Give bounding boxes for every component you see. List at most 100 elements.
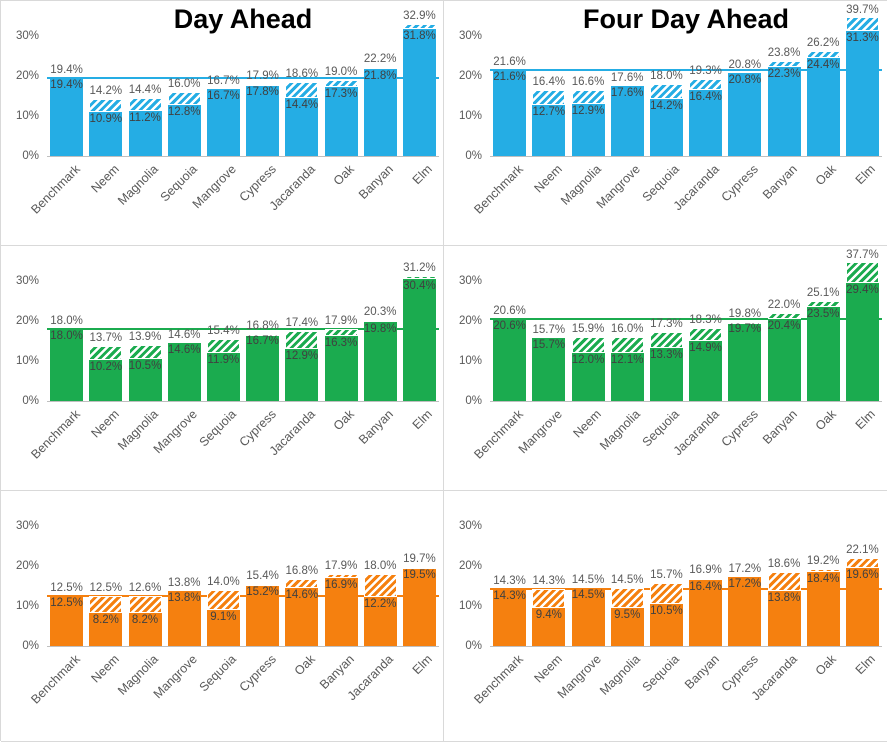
bar-solid-segment <box>206 609 240 646</box>
plot-area <box>47 508 439 646</box>
bar-hatched-segment <box>89 596 123 614</box>
bar-solid-segment <box>493 318 527 401</box>
bar-solid-segment <box>689 341 723 401</box>
bar-hatched-segment <box>806 569 840 573</box>
bar-hatched-segment <box>610 588 644 608</box>
bar-solid-segment <box>402 28 436 156</box>
bar-hatched-segment <box>167 92 201 105</box>
bar-solid-segment <box>571 588 605 646</box>
bar-solid-segment <box>246 84 280 156</box>
bar-solid-segment <box>728 322 762 401</box>
y-tick-label: 30% <box>15 30 39 42</box>
bar-solid-segment <box>363 321 397 401</box>
bar-hatched-segment <box>246 333 280 336</box>
y-tick-label: 30% <box>458 30 482 42</box>
chart-panel-day-ahead-blue: Day Ahead 0% 10% 20% 30% 19.4% 19.4% Benchmark 1… <box>1 1 444 246</box>
bar-solid-segment <box>285 349 319 401</box>
bar-hatched-segment <box>767 571 801 591</box>
bar-hatched-segment <box>363 67 397 70</box>
bar-solid-segment <box>128 111 162 156</box>
bar-solid-segment <box>89 360 123 401</box>
bar-hatched-segment <box>89 346 123 361</box>
bar-hatched-segment <box>363 319 397 322</box>
y-tick-label: 20% <box>15 315 39 327</box>
y-tick-label: 0% <box>22 395 39 407</box>
bar-hatched-segment <box>402 276 436 280</box>
benchmark-line <box>490 587 882 590</box>
bar-hatched-segment <box>206 339 240 354</box>
plot-area <box>490 508 882 646</box>
bar-solid-segment <box>610 85 644 156</box>
bar-solid-segment <box>128 359 162 401</box>
bar-solid-segment <box>649 99 683 156</box>
benchmark-line <box>47 77 439 80</box>
bar-hatched-segment <box>206 590 240 610</box>
bar-hatched-segment <box>649 331 683 348</box>
y-tick-label: 30% <box>15 275 39 287</box>
bar-hatched-segment <box>571 89 605 105</box>
plot-area <box>490 18 882 156</box>
bar-solid-segment <box>285 98 319 156</box>
bar-solid-segment <box>167 104 201 156</box>
bar-hatched-segment <box>128 345 162 359</box>
bar-hatched-segment <box>89 99 123 113</box>
y-tick-label: 10% <box>458 600 482 612</box>
bar-solid-segment <box>806 307 840 401</box>
bar-solid-segment <box>689 90 723 156</box>
y-tick-label: 20% <box>458 70 482 82</box>
benchmark-line <box>490 68 882 71</box>
x-axis-line <box>490 401 882 402</box>
bar-solid-segment <box>285 587 319 646</box>
y-tick-label: 0% <box>465 395 482 407</box>
benchmark-line <box>490 317 882 320</box>
y-tick-label: 10% <box>15 600 39 612</box>
bar-hatched-segment <box>689 78 723 91</box>
bar-hatched-segment <box>649 84 683 100</box>
bar-hatched-segment <box>571 337 605 353</box>
bar-solid-segment <box>728 577 762 646</box>
bar-solid-segment <box>206 89 240 156</box>
bar-hatched-segment <box>767 60 801 67</box>
bar-hatched-segment <box>324 329 358 336</box>
benchmark-line <box>47 595 439 597</box>
plot-area <box>47 263 439 401</box>
chart-panel-four-day-ahead-blue: Four Day Ahead 0% 10% 20% 30% 21.6% 21.6% Bench… <box>444 1 887 246</box>
bar-solid-segment <box>845 30 879 156</box>
bar-solid-segment <box>493 69 527 156</box>
bar-hatched-segment <box>402 567 436 570</box>
y-tick-label: 30% <box>458 520 482 532</box>
bar-hatched-segment <box>532 588 566 609</box>
bar-solid-segment <box>845 283 879 401</box>
bar-solid-segment <box>649 347 683 401</box>
bar-solid-segment <box>571 353 605 401</box>
bar-hatched-segment <box>806 51 840 59</box>
bar-solid-segment <box>689 580 723 646</box>
bar-hatched-segment <box>689 578 723 581</box>
bar-hatched-segment <box>728 321 762 324</box>
bar-hatched-segment <box>845 18 879 31</box>
y-tick-label: 20% <box>458 560 482 572</box>
x-axis-line <box>490 156 882 157</box>
bar-hatched-segment <box>128 595 162 614</box>
bar-hatched-segment <box>767 313 801 320</box>
bar-total-label: 37.7% <box>846 249 879 261</box>
bar-solid-segment <box>50 596 84 646</box>
y-tick-label: 10% <box>15 110 39 122</box>
bar-hatched-segment <box>246 84 280 87</box>
chart-panel-day-ahead-green: 0% 10% 20% 30% 18.0% 18.0% Benchmark 13.7% 10.2%… <box>1 246 444 491</box>
bar-hatched-segment <box>845 557 879 568</box>
bar-solid-segment <box>532 608 566 646</box>
bar-solid-segment <box>50 329 84 401</box>
y-tick-label: 10% <box>458 110 482 122</box>
y-tick-label: 10% <box>15 355 39 367</box>
bar-solid-segment <box>728 72 762 156</box>
bar-solid-segment <box>206 353 240 401</box>
bar-solid-segment <box>402 568 436 646</box>
bar-solid-segment <box>767 590 801 646</box>
bar-solid-segment <box>767 319 801 401</box>
bar-solid-segment <box>610 608 644 646</box>
bar-solid-segment <box>324 335 358 401</box>
x-axis-line <box>47 156 439 157</box>
y-tick-label: 30% <box>458 275 482 287</box>
bar-hatched-segment <box>806 300 840 307</box>
